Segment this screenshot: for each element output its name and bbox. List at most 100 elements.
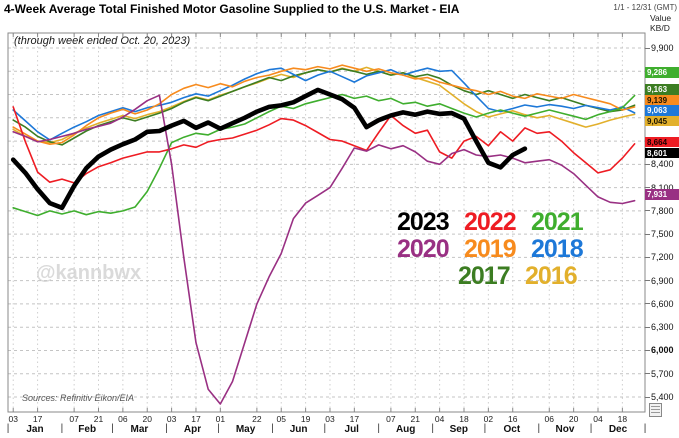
y-axis-label: 6,900 <box>651 275 674 286</box>
y-axis-label: 5,700 <box>651 368 674 379</box>
x-axis-day-label: 01 <box>215 414 226 424</box>
y-axis-tick <box>645 373 650 375</box>
x-axis-day-label: 22 <box>252 414 262 424</box>
end-value-badge-2016: 9,045 <box>645 115 679 126</box>
y-axis-unit-label: Value KB/D <box>650 13 671 33</box>
x-axis-month-label-nov: Nov <box>555 424 575 435</box>
y-axis-label: 5,400 <box>651 392 674 402</box>
y-axis-label: 7,800 <box>651 205 674 216</box>
x-axis-month-label-oct: Oct <box>503 424 521 435</box>
x-axis-day-label: 21 <box>93 414 104 424</box>
month-separator: | <box>483 423 487 434</box>
x-axis-month-label-aug: Aug <box>395 424 416 435</box>
x-axis-day-label: 07 <box>386 414 396 424</box>
month-separator: | <box>6 423 10 434</box>
y-axis-tick <box>645 233 650 235</box>
legend-item-2020[interactable]: 2020 <box>397 235 450 263</box>
y-axis-tick <box>645 163 650 165</box>
end-value-badge-2020: 7,931 <box>645 189 679 200</box>
legend-item-2022[interactable]: 2022 <box>464 208 517 236</box>
x-axis-month-label-jun: Jun <box>289 424 308 435</box>
month-separator: | <box>537 423 541 434</box>
month-separator: | <box>271 423 274 434</box>
end-value-badge-2021: 9,286 <box>645 67 679 78</box>
y-axis-tick <box>645 303 650 305</box>
x-axis-month-label-sep: Sep <box>449 424 468 435</box>
date-range-label: 1/1 - 12/31 (GMT) <box>613 3 677 12</box>
y-axis-tick <box>645 256 650 258</box>
y-axis-label: 6,000 <box>651 345 674 356</box>
series-line-2018 <box>12 67 636 141</box>
sources-note: Sources: Refinitiv Eikon/EIA <box>22 393 135 403</box>
x-axis-day-label: 16 <box>507 414 518 424</box>
legend-item-2017[interactable]: 2017 <box>458 262 511 290</box>
x-axis-month-label-mar: Mar <box>130 424 149 435</box>
y-axis-tick <box>645 210 650 212</box>
legend-row: 2023 2022 2021 <box>397 208 598 236</box>
series-line-2020 <box>12 94 636 405</box>
x-axis-month-label-jul: Jul <box>344 424 359 435</box>
legend-item-2016[interactable]: 2016 <box>525 262 578 290</box>
y-axis-label: 6,300 <box>651 322 674 333</box>
x-axis-day-label: 07 <box>69 414 79 424</box>
legend-item-2021[interactable]: 2021 <box>531 208 584 236</box>
legend-row: 2017 2016 <box>458 262 598 290</box>
series-line-2016 <box>12 66 636 144</box>
legend-item-2018[interactable]: 2018 <box>531 235 584 263</box>
series-line-2021 <box>12 93 636 217</box>
month-separator: | <box>323 423 327 434</box>
y-axis-unit-line2: KB/D <box>650 23 670 33</box>
month-separator: | <box>377 423 381 434</box>
month-separator: | <box>431 423 434 434</box>
y-axis-tick <box>645 280 650 282</box>
y-axis-unit-line1: Value <box>650 13 672 23</box>
watermark: @kannbwx <box>36 262 142 284</box>
y-axis-tick <box>645 349 650 351</box>
x-axis-month-label-jan: Jan <box>26 424 44 435</box>
chart-title: 4-Week Average Total Finished Motor Gaso… <box>4 2 460 16</box>
x-axis-day-label: 03 <box>325 414 335 424</box>
x-axis-day-label: 18 <box>459 414 469 424</box>
x-axis-day-label: 17 <box>32 414 43 424</box>
month-separator: | <box>60 423 64 434</box>
end-value-badge-2019: 9,139 <box>645 94 679 105</box>
x-axis-month-label-apr: Apr <box>183 424 202 435</box>
series-line-2019 <box>12 64 636 145</box>
x-axis-day-label: 21 <box>410 414 420 424</box>
x-axis-day-label: 17 <box>349 414 360 424</box>
x-axis-day-label: 17 <box>191 414 201 424</box>
y-axis-tick <box>645 326 650 328</box>
x-axis-day-label: 18 <box>617 414 628 424</box>
y-axis-label: 7,200 <box>651 252 674 263</box>
x-axis-day-label: 20 <box>142 414 152 424</box>
x-axis-day-label: 03 <box>166 414 177 424</box>
end-value-badge-2023: 8,601 <box>645 147 679 158</box>
y-axis-tick <box>645 187 650 189</box>
chart-corner-button[interactable] <box>649 403 662 417</box>
x-axis-day-label: 04 <box>434 414 445 424</box>
month-separator: | <box>111 423 114 434</box>
end-value-badge-2018: 9,063 <box>645 105 679 116</box>
month-separator: | <box>589 423 593 434</box>
y-axis-label: 6,600 <box>651 298 674 309</box>
legend-item-2019[interactable]: 2019 <box>464 235 517 263</box>
y-axis-tick <box>645 396 650 398</box>
month-separator: | <box>165 423 168 434</box>
chart-subtitle: (through week ended Oct. 20, 2023) <box>14 35 191 47</box>
legend-row: 2020 2019 2018 <box>397 235 598 263</box>
series-line-2023 <box>10 87 528 211</box>
x-axis-day-label: 04 <box>593 414 603 424</box>
y-axis-tick <box>645 47 650 49</box>
chart-legend: 2023 2022 2021 2020 2019 2018 2017 2016 <box>397 208 598 290</box>
x-axis-day-label: 02 <box>483 414 494 424</box>
y-axis-label: 8,400 <box>651 159 674 170</box>
end-value-badge-2017: 9,163 <box>645 84 679 95</box>
y-axis-label: 9,900 <box>651 43 674 53</box>
x-axis-month-label-dec: Dec <box>608 424 628 435</box>
x-axis-day-label: 06 <box>118 414 128 424</box>
legend-item-2023[interactable]: 2023 <box>397 208 450 236</box>
x-axis-day-label: 05 <box>276 414 286 424</box>
x-axis-day-label: 20 <box>568 414 579 424</box>
